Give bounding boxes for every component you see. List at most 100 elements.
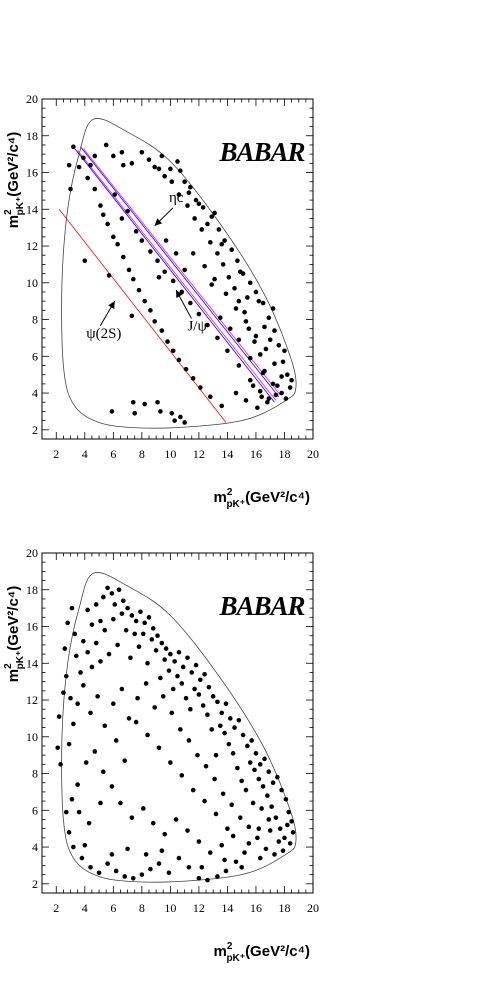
data-point xyxy=(109,784,115,789)
babar-logo: BABAR xyxy=(218,591,304,621)
data-point xyxy=(155,399,160,405)
y-tick-label: 14 xyxy=(26,202,38,216)
data-point xyxy=(235,258,240,264)
data-point xyxy=(245,743,250,749)
annotation-label: J/ψ xyxy=(187,319,207,335)
data-point xyxy=(68,186,73,192)
data-point xyxy=(92,749,98,754)
data-point xyxy=(193,197,199,203)
data-point xyxy=(246,326,252,332)
data-point xyxy=(192,686,197,692)
data-point xyxy=(208,850,213,855)
data-point xyxy=(203,763,209,769)
data-point xyxy=(142,401,147,407)
data-point xyxy=(88,864,93,870)
y-tick-label: 14 xyxy=(26,656,38,670)
data-point xyxy=(202,263,207,269)
data-points xyxy=(66,142,294,425)
data-point xyxy=(196,311,202,317)
data-point xyxy=(213,811,219,817)
data-point xyxy=(246,824,252,830)
data-point xyxy=(205,712,210,718)
data-point xyxy=(270,306,276,311)
data-point xyxy=(200,205,206,210)
data-point xyxy=(217,315,223,321)
data-point xyxy=(135,695,140,701)
y-axis-title-sup: 2 xyxy=(3,209,14,215)
data-point xyxy=(155,258,160,264)
data-point xyxy=(178,168,183,173)
data-point xyxy=(236,337,242,343)
data-point xyxy=(266,769,272,775)
data-point xyxy=(190,376,196,381)
data-point xyxy=(132,410,138,416)
data-point xyxy=(98,203,103,208)
data-point xyxy=(146,615,152,620)
y-tick-label: 18 xyxy=(26,129,38,143)
data-point xyxy=(119,149,125,155)
data-point xyxy=(209,727,215,732)
data-point xyxy=(282,835,287,841)
data-point xyxy=(190,787,196,793)
data-point xyxy=(172,418,177,423)
data-point xyxy=(170,686,176,692)
data-point xyxy=(156,861,162,866)
data-point xyxy=(82,842,88,848)
band-line xyxy=(74,148,275,403)
data-point xyxy=(93,640,99,646)
data-point xyxy=(85,607,90,613)
data-point xyxy=(289,377,294,383)
data-point xyxy=(105,861,110,866)
data-point xyxy=(142,620,147,626)
data-point xyxy=(227,326,233,332)
data-point xyxy=(133,618,139,624)
data-point xyxy=(130,875,136,881)
data-point xyxy=(85,175,90,181)
data-point xyxy=(170,278,176,284)
data-point xyxy=(155,633,160,639)
axis-ticks xyxy=(42,552,314,893)
data-point xyxy=(199,227,205,232)
data-point xyxy=(233,306,239,311)
data-point xyxy=(230,833,236,839)
data-point xyxy=(243,787,249,793)
data-point xyxy=(170,348,176,354)
data-point xyxy=(219,710,225,716)
y-tick-label: 20 xyxy=(26,92,38,106)
data-point xyxy=(153,648,159,653)
data-point xyxy=(212,210,217,216)
y-tick-label: 16 xyxy=(26,166,38,180)
data-point xyxy=(111,701,116,707)
data-point xyxy=(145,732,150,738)
y-tick-label: 10 xyxy=(26,730,38,744)
data-point xyxy=(256,776,262,782)
data-point xyxy=(176,649,182,655)
data-point xyxy=(186,864,192,870)
data-point xyxy=(102,723,108,729)
data-point xyxy=(229,802,234,808)
data-point xyxy=(126,716,132,721)
data-point xyxy=(125,605,130,611)
data-point xyxy=(116,587,122,593)
y-tick-label: 8 xyxy=(32,767,38,781)
data-point xyxy=(119,216,125,221)
data-point xyxy=(63,809,69,815)
data-point xyxy=(196,839,202,844)
data-point xyxy=(225,826,230,831)
data-point xyxy=(270,780,276,786)
data-points xyxy=(55,585,296,883)
data-point xyxy=(260,370,266,376)
data-point xyxy=(279,374,284,379)
data-point xyxy=(205,877,210,883)
data-point xyxy=(121,254,126,260)
x-tick-label: 4 xyxy=(82,901,88,915)
data-point xyxy=(139,238,145,243)
data-point xyxy=(247,760,253,765)
x-tick-label: 2 xyxy=(53,447,59,461)
x-tick-label: 8 xyxy=(139,901,145,915)
data-point xyxy=(101,594,106,600)
data-point xyxy=(213,752,219,758)
data-point xyxy=(66,830,72,835)
data-point xyxy=(287,841,293,846)
